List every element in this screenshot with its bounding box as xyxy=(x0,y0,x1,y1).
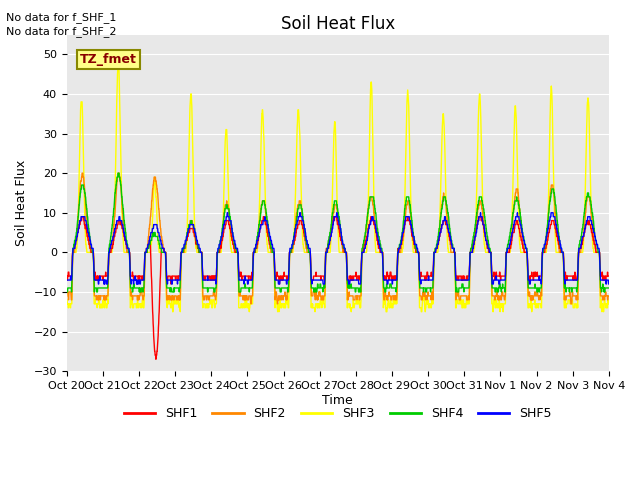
Legend: SHF1, SHF2, SHF3, SHF4, SHF5: SHF1, SHF2, SHF3, SHF4, SHF5 xyxy=(118,402,557,425)
Title: Soil Heat Flux: Soil Heat Flux xyxy=(281,15,395,33)
Text: No data for f_SHF_2: No data for f_SHF_2 xyxy=(6,26,117,37)
X-axis label: Time: Time xyxy=(323,394,353,407)
Text: No data for f_SHF_1: No data for f_SHF_1 xyxy=(6,12,116,23)
Text: TZ_fmet: TZ_fmet xyxy=(81,53,137,66)
Y-axis label: Soil Heat Flux: Soil Heat Flux xyxy=(15,160,28,246)
